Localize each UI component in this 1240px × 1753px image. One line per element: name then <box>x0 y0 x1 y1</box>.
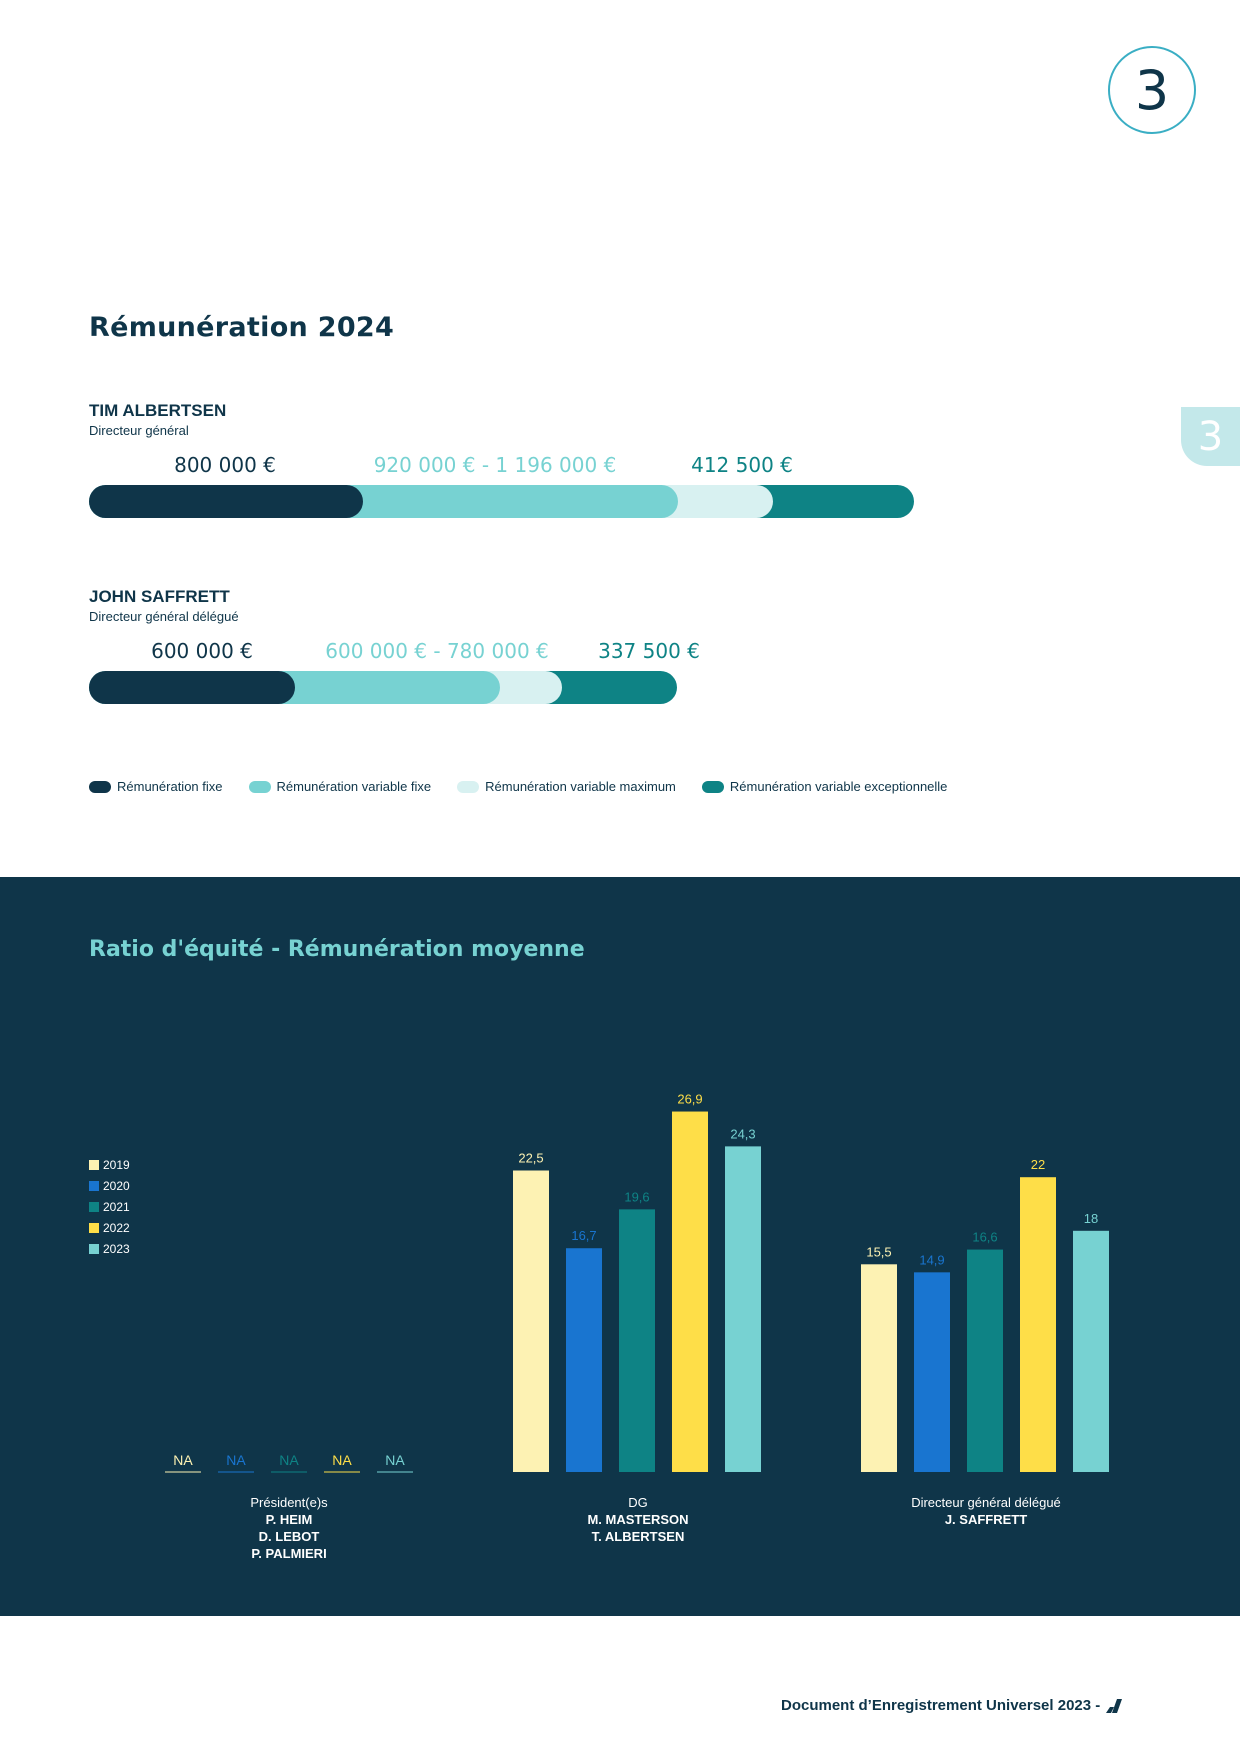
variable-amount-label: 920 000 € - 1 196 000 € <box>373 453 617 477</box>
bar-value-label: 22,5 <box>518 1151 543 1166</box>
bar-value-label: 24,3 <box>730 1126 755 1141</box>
remuneration-legend: Rémunération fixe Rémunération variable … <box>89 779 973 794</box>
legend-label: 2020 <box>103 1178 130 1193</box>
legend-swatch <box>89 1222 99 1233</box>
chart-legend-item: 2019 <box>89 1154 130 1175</box>
legend-swatch <box>89 1201 99 1212</box>
remuneration-bar <box>89 485 914 518</box>
person-role: Directeur général <box>89 423 189 438</box>
group-person: P. PALMIERI <box>251 1546 327 1561</box>
legend-item-variable: Rémunération variable fixe <box>248 779 432 794</box>
legend-swatch <box>701 780 724 793</box>
chapter-side-tab[interactable]: 3 <box>1181 407 1240 466</box>
person-name: JOHN SAFFRETT <box>89 587 230 606</box>
na-label: NA <box>173 1452 193 1468</box>
bar-2020 <box>914 1272 950 1472</box>
footer-text: Document d’Enregistrement Universel 2023… <box>781 1697 1101 1714</box>
bar-segment-fixed <box>89 671 295 704</box>
chart-legend-item: 2022 <box>89 1217 130 1238</box>
remuneration-bar <box>89 671 678 704</box>
group-person: M. MASTERSON <box>587 1512 689 1527</box>
na-label: NA <box>332 1452 352 1468</box>
group-label-presidents: Président(e)s P. HEIM D. LEBOT P. PALMIE… <box>250 1494 327 1562</box>
legend-label: 2022 <box>103 1220 130 1235</box>
exceptional-amount-label: 337 500 € <box>598 639 700 663</box>
person-role: Directeur général délégué <box>89 609 239 624</box>
chart-legend-item: 2023 <box>89 1238 130 1259</box>
legend-swatch <box>457 780 480 793</box>
variable-amount-label: 600 000 € - 780 000 € <box>325 639 549 663</box>
legend-swatch <box>89 1243 99 1254</box>
legend-swatch <box>89 780 111 793</box>
chart-legend-item: 2020 <box>89 1175 130 1196</box>
group-person: D. LEBOT <box>258 1529 320 1544</box>
legend-item-exceptional: Rémunération variable exceptionnelle <box>701 779 948 794</box>
fixed-amount-label: 800 000 € <box>174 453 276 477</box>
person-block-albertsen: TIM ALBERTSEN Directeur général 800 000 … <box>89 401 989 541</box>
legend-label: 2019 <box>103 1157 130 1172</box>
remuneration-title: Rémunération 2024 <box>89 312 395 343</box>
equity-ratio-section: Ratio d'équité - Rémunération moyenne 20… <box>0 877 1240 1616</box>
brand-logo-icon <box>1106 1698 1123 1713</box>
bar-2019 <box>861 1264 897 1472</box>
bar-value-label: 18 <box>1084 1211 1098 1226</box>
bar-2022 <box>1020 1177 1056 1472</box>
bar-2022 <box>672 1111 708 1472</box>
na-label: NA <box>385 1452 405 1468</box>
bar-value-label: 22 <box>1031 1157 1045 1172</box>
legend-label: Rémunération variable exceptionnelle <box>729 779 948 794</box>
legend-label: Rémunération fixe <box>117 779 223 794</box>
group-label-dgd: Directeur général délégué J. SAFFRETT <box>911 1494 1061 1528</box>
equity-ratio-chart: NA NA NA NA NA 22,5 16,7 19,6 26,9 24,3 15,5 14,9 16… <box>165 1092 1109 1473</box>
legend-swatch <box>89 1159 99 1170</box>
person-block-saffrett: JOHN SAFFRETT Directeur général délégué … <box>89 587 989 727</box>
legend-swatch <box>248 780 271 793</box>
na-label: NA <box>279 1452 299 1468</box>
na-label: NA <box>226 1452 246 1468</box>
person-name: TIM ALBERTSEN <box>89 401 227 420</box>
group-person: P. HEIM <box>265 1512 313 1527</box>
bar-2021 <box>967 1249 1003 1472</box>
group-title: Président(e)s <box>250 1495 328 1510</box>
bar-2021 <box>619 1209 655 1472</box>
group-person: T. ALBERTSEN <box>591 1529 685 1544</box>
bar-value-label: 19,6 <box>624 1189 649 1204</box>
chart-legend: 2019 2020 2021 2022 2023 <box>89 1154 130 1259</box>
bar-value-label: 15,5 <box>866 1244 891 1259</box>
legend-swatch <box>89 1180 99 1191</box>
fixed-amount-label: 600 000 € <box>151 639 253 663</box>
chart-title: Ratio d'équité - Rémunération moyenne <box>89 937 585 962</box>
legend-label: Rémunération variable fixe <box>276 779 432 794</box>
bar-value-label: 14,9 <box>919 1252 944 1267</box>
chart-legend-item: 2021 <box>89 1196 130 1217</box>
legend-label: 2023 <box>103 1241 130 1256</box>
bar-value-label: 16,6 <box>972 1230 997 1245</box>
page-footer: Document d’Enregistrement Universel 2023… <box>781 1697 1123 1714</box>
legend-label: 2021 <box>103 1199 130 1214</box>
chapter-number-badge: 3 <box>1108 46 1196 134</box>
bar-value-label: 26,9 <box>677 1092 702 1107</box>
group-label-dg: DG M. MASTERSON T. ALBERTSEN <box>587 1494 688 1545</box>
bar-segment-fixed <box>89 485 363 518</box>
group-title: DG <box>628 1495 648 1510</box>
group-person: J. SAFFRETT <box>944 1512 1028 1527</box>
legend-label: Rémunération variable maximum <box>485 779 676 794</box>
exceptional-amount-label: 412 500 € <box>691 453 793 477</box>
bar-2023 <box>725 1146 761 1472</box>
group-title: Directeur général délégué <box>911 1495 1061 1510</box>
legend-item-variable-max: Rémunération variable maximum <box>457 779 676 794</box>
bar-value-label: 16,7 <box>571 1228 596 1243</box>
legend-item-fixed: Rémunération fixe <box>89 779 223 794</box>
bar-2020 <box>566 1248 602 1472</box>
bar-2019 <box>513 1170 549 1472</box>
bar-2023 <box>1073 1230 1109 1472</box>
